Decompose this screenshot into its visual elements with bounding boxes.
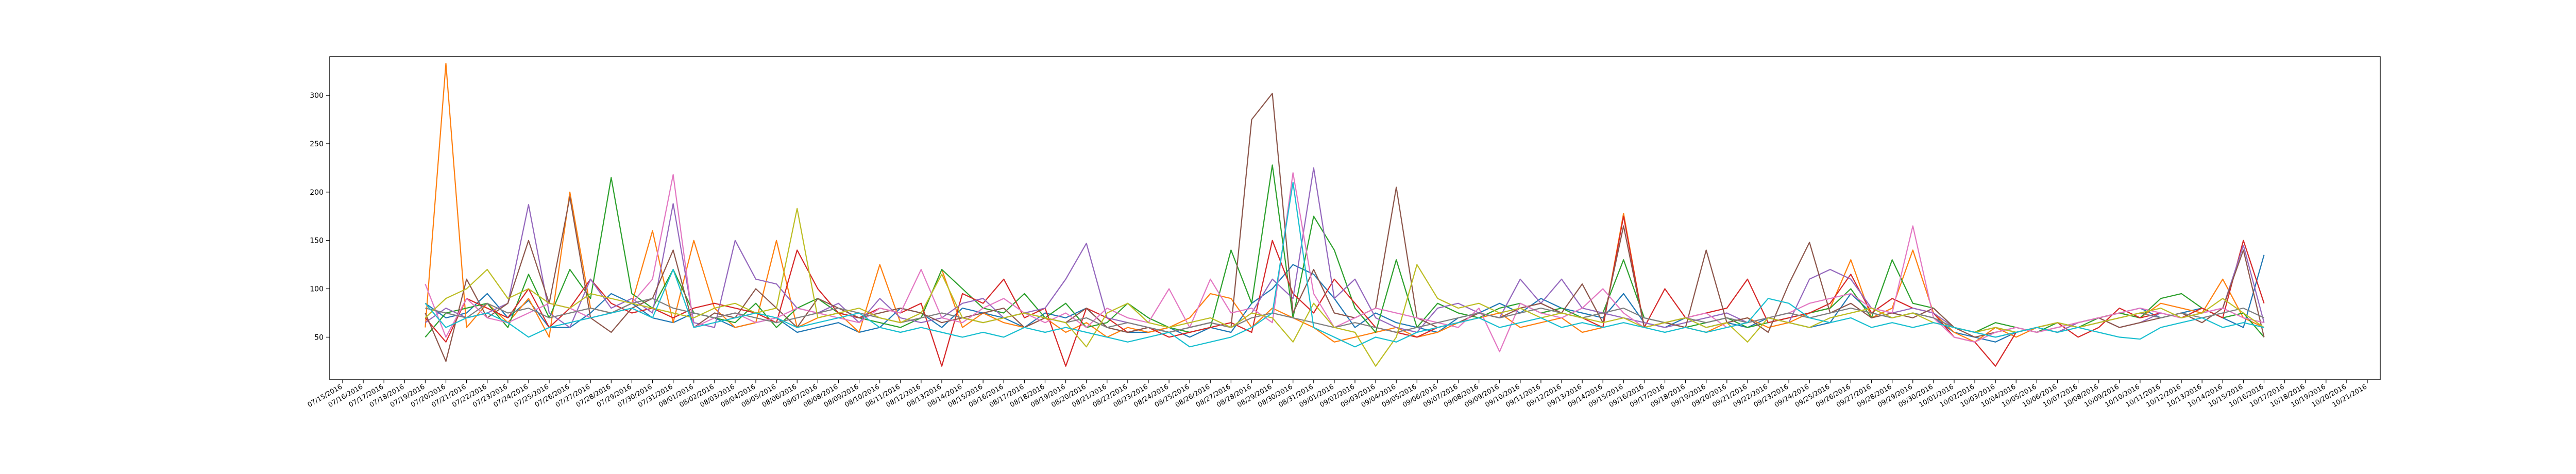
series-line-6 <box>425 93 2265 362</box>
y-tick-label: 300 <box>310 92 324 100</box>
y-tick-label: 100 <box>310 285 324 294</box>
y-tick-label: 150 <box>310 237 324 245</box>
y-tick-label: 50 <box>314 333 324 342</box>
series-line-2 <box>425 62 2264 343</box>
y-axis: 50 100 150 200 250 300 <box>310 92 330 342</box>
series-line-1 <box>425 255 2265 343</box>
series-line-10 <box>425 181 2264 348</box>
y-tick-label: 200 <box>310 189 324 197</box>
series-lines <box>425 62 2265 367</box>
y-tick-label: 250 <box>310 140 324 148</box>
plot-frame <box>329 56 2381 380</box>
